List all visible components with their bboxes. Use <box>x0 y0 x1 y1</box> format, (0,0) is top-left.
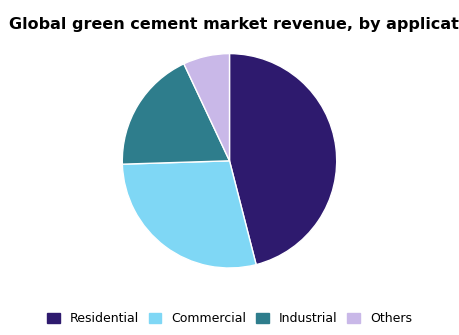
Text: Global green cement market revenue, by application, 2015 (%): Global green cement market revenue, by a… <box>9 17 459 32</box>
Wedge shape <box>122 64 230 164</box>
Wedge shape <box>230 54 337 265</box>
Wedge shape <box>123 161 256 268</box>
Legend: Residential, Commercial, Industrial, Others: Residential, Commercial, Industrial, Oth… <box>47 313 412 325</box>
Wedge shape <box>184 54 230 161</box>
